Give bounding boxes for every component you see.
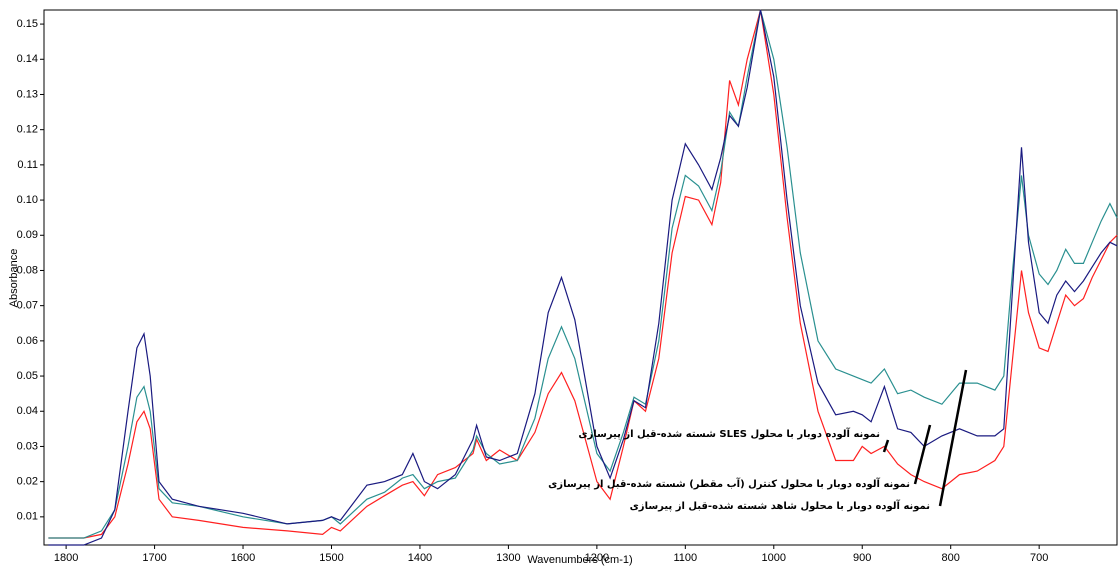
y-tick-label: 0.13 bbox=[17, 88, 38, 100]
x-tick-label: 1600 bbox=[231, 552, 255, 564]
x-tick-label: 1800 bbox=[54, 552, 78, 564]
x-axis-label: Wavenumbers (cm-1) bbox=[527, 554, 632, 566]
y-axis-label: Absorbance bbox=[8, 249, 20, 308]
y-tick-label: 0.07 bbox=[17, 300, 38, 312]
annotation: نمونه آلوده دوبار با محلول SLES شسته شده… bbox=[578, 427, 880, 440]
y-tick-label: 0.05 bbox=[17, 370, 38, 382]
annotation: نمونه آلوده دوبار با محلول کنترل (آب مقط… bbox=[548, 477, 910, 490]
x-tick-label: 1000 bbox=[762, 552, 786, 564]
spectrum-line bbox=[48, 9, 1118, 546]
x-tick-label: 1200 bbox=[585, 552, 609, 564]
spectrum-line bbox=[48, 9, 1118, 539]
y-tick-label: 0.03 bbox=[17, 440, 38, 452]
y-tick-label: 0.14 bbox=[17, 53, 38, 65]
x-tick-label: 1700 bbox=[142, 552, 166, 564]
annotation: نمونه آلوده دوبار با محلول شاهد شسته شده… bbox=[630, 499, 930, 512]
annotation-pointer bbox=[938, 369, 968, 507]
y-tick-label: 0.12 bbox=[17, 124, 38, 136]
y-tick-label: 0.08 bbox=[17, 264, 38, 276]
y-tick-label: 0.04 bbox=[17, 405, 38, 417]
y-tick-label: 0.06 bbox=[17, 335, 38, 347]
y-tick-label: 0.15 bbox=[17, 18, 38, 30]
x-tick-label: 900 bbox=[853, 552, 871, 564]
annotation-pointer bbox=[913, 424, 932, 485]
x-tick-label: 700 bbox=[1030, 552, 1048, 564]
y-tick-label: 0.09 bbox=[17, 229, 38, 241]
y-tick-label: 0.11 bbox=[17, 159, 38, 171]
plot-frame bbox=[43, 9, 1118, 546]
spectrum-line bbox=[48, 9, 1118, 539]
annotation-pointer bbox=[882, 439, 890, 453]
x-tick-label: 1100 bbox=[673, 552, 697, 564]
y-tick-label: 0.10 bbox=[17, 194, 38, 206]
x-tick-label: 1400 bbox=[408, 552, 432, 564]
y-tick-label: 0.01 bbox=[17, 511, 38, 523]
x-tick-label: 800 bbox=[942, 552, 960, 564]
x-tick-label: 1500 bbox=[319, 552, 343, 564]
y-tick-label: 0.02 bbox=[17, 476, 38, 488]
x-tick-label: 1300 bbox=[496, 552, 520, 564]
